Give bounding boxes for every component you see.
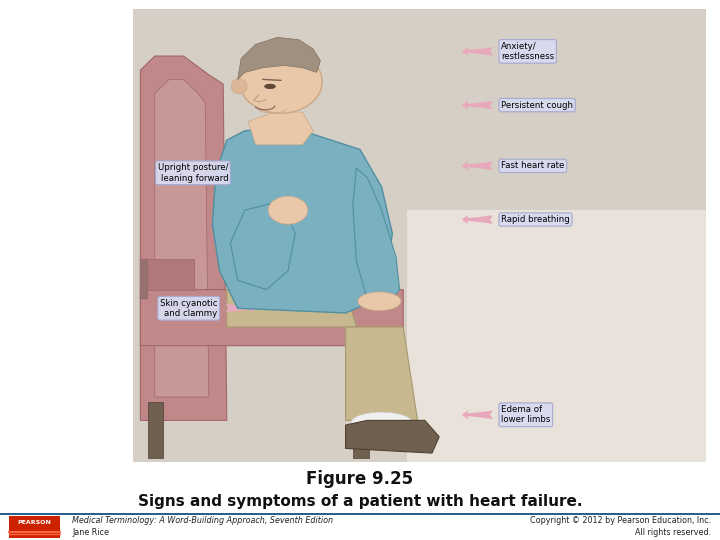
- Text: Medical Terminology: A Word-Building Approach, Seventh Edition: Medical Terminology: A Word-Building App…: [72, 516, 333, 525]
- Polygon shape: [353, 168, 400, 303]
- Text: Copyright © 2012 by Pearson Education, Inc.: Copyright © 2012 by Pearson Education, I…: [530, 516, 711, 525]
- Text: Edema of
lower limbs: Edema of lower limbs: [501, 405, 551, 424]
- Ellipse shape: [358, 292, 401, 310]
- FancyBboxPatch shape: [133, 9, 454, 462]
- Text: Figure 9.25: Figure 9.25: [307, 469, 413, 488]
- Polygon shape: [140, 289, 403, 346]
- Text: Signs and symptoms of a patient with heart failure.: Signs and symptoms of a patient with hea…: [138, 494, 582, 509]
- Ellipse shape: [239, 50, 323, 113]
- Polygon shape: [230, 201, 295, 289]
- Polygon shape: [140, 56, 227, 420]
- Ellipse shape: [265, 84, 275, 89]
- Text: Skin cyanotic
and clammy: Skin cyanotic and clammy: [160, 299, 217, 318]
- Text: Rapid breathing: Rapid breathing: [501, 215, 570, 224]
- Polygon shape: [238, 37, 320, 79]
- Text: Anxiety/
restlessness: Anxiety/ restlessness: [501, 42, 554, 61]
- FancyBboxPatch shape: [9, 516, 60, 538]
- Polygon shape: [155, 79, 209, 397]
- Text: Fast heart rate: Fast heart rate: [501, 161, 564, 170]
- Polygon shape: [212, 126, 392, 313]
- Text: All rights reserved.: All rights reserved.: [635, 529, 711, 537]
- Polygon shape: [140, 259, 148, 299]
- Polygon shape: [346, 420, 439, 453]
- Ellipse shape: [268, 196, 308, 224]
- Polygon shape: [248, 112, 313, 145]
- Ellipse shape: [231, 79, 247, 94]
- Bar: [353, 402, 369, 458]
- Bar: [148, 402, 163, 458]
- Text: PEARSON: PEARSON: [17, 520, 52, 525]
- Bar: [0, 513, 720, 515]
- Polygon shape: [346, 327, 418, 420]
- Text: Jane Rice: Jane Rice: [72, 529, 109, 537]
- Polygon shape: [227, 289, 356, 327]
- FancyBboxPatch shape: [407, 9, 706, 210]
- FancyBboxPatch shape: [407, 9, 706, 462]
- Ellipse shape: [351, 412, 413, 433]
- FancyBboxPatch shape: [140, 259, 194, 289]
- Text: Persistent cough: Persistent cough: [501, 100, 573, 110]
- Text: Upright posture/
leaning forward: Upright posture/ leaning forward: [158, 163, 228, 183]
